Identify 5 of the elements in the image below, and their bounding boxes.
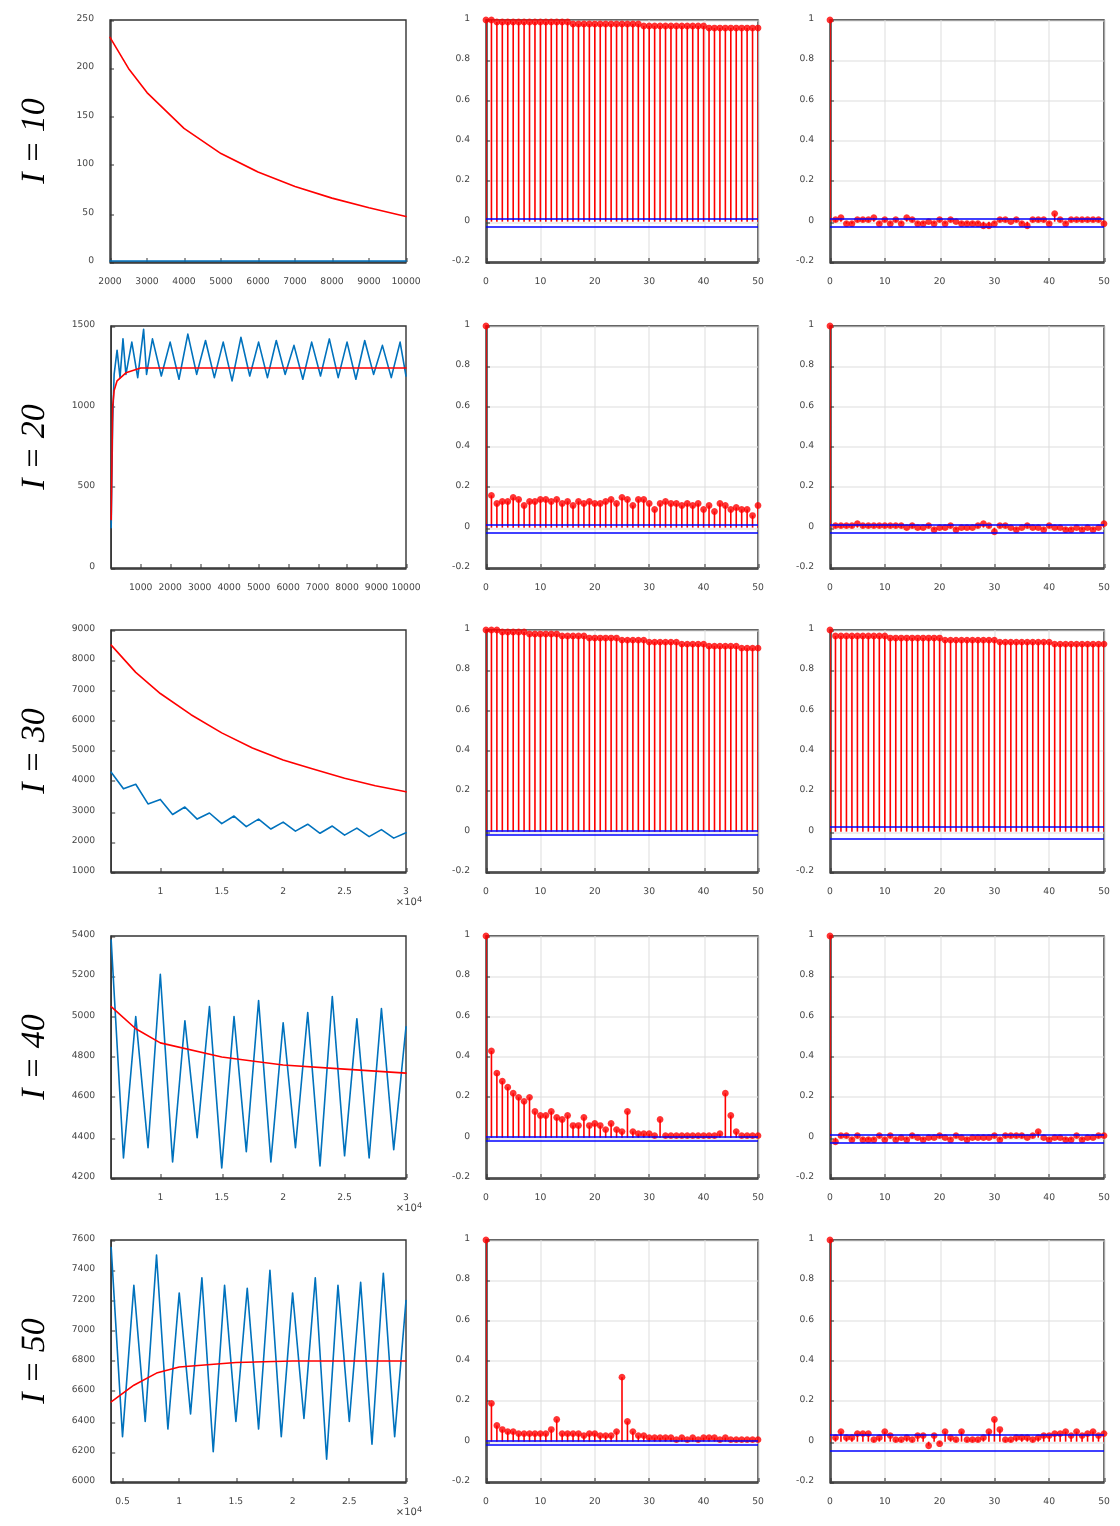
y-axis-title: I = 10 [14, 97, 52, 186]
y-axis-title: I = 20 [14, 402, 52, 491]
y-axis-title: I = 30 [14, 707, 52, 797]
y-axis-title: I = 40 [14, 1012, 52, 1102]
y-axis-title: I = 50 [14, 1318, 52, 1407]
